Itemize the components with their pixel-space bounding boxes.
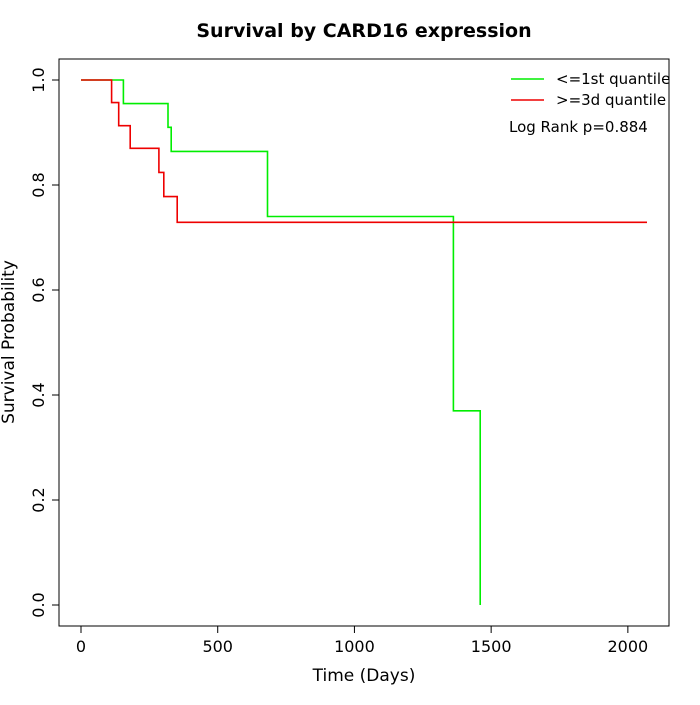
y-axis: 0.0 0.2 0.4 0.6 0.8 1.0 (29, 67, 60, 618)
x-tick-label: 1000 (334, 637, 375, 656)
x-tick-label: 500 (202, 637, 233, 656)
y-tick-label: 0.4 (29, 382, 48, 407)
legend-label: >=3d quantile (556, 91, 666, 109)
y-tick-label: 0.0 (29, 592, 48, 617)
y-tick-label: 1.0 (29, 67, 48, 92)
legend-label: <=1st quantile (556, 70, 670, 88)
y-axis-label: Survival Probability (0, 260, 19, 424)
x-tick-label: 1500 (471, 637, 512, 656)
chart-title: Survival by CARD16 expression (196, 20, 531, 42)
y-tick-label: 0.6 (29, 277, 48, 302)
y-tick-label: 0.8 (29, 172, 48, 197)
series-line-1 (81, 79, 482, 605)
x-tick-label: 0 (76, 637, 86, 656)
survival-curves (81, 79, 647, 605)
legend: <=1st quantile >=3d quantile (511, 70, 670, 109)
log-rank-annotation: Log Rank p=0.884 (509, 118, 648, 136)
plot-frame (58, 58, 670, 627)
x-axis-label: Time (Days) (312, 666, 416, 686)
x-tick-label: 2000 (608, 637, 649, 656)
y-tick-label: 0.2 (29, 487, 48, 512)
series-line-2 (81, 79, 647, 224)
x-axis: 0 500 1000 1500 2000 (76, 625, 649, 656)
